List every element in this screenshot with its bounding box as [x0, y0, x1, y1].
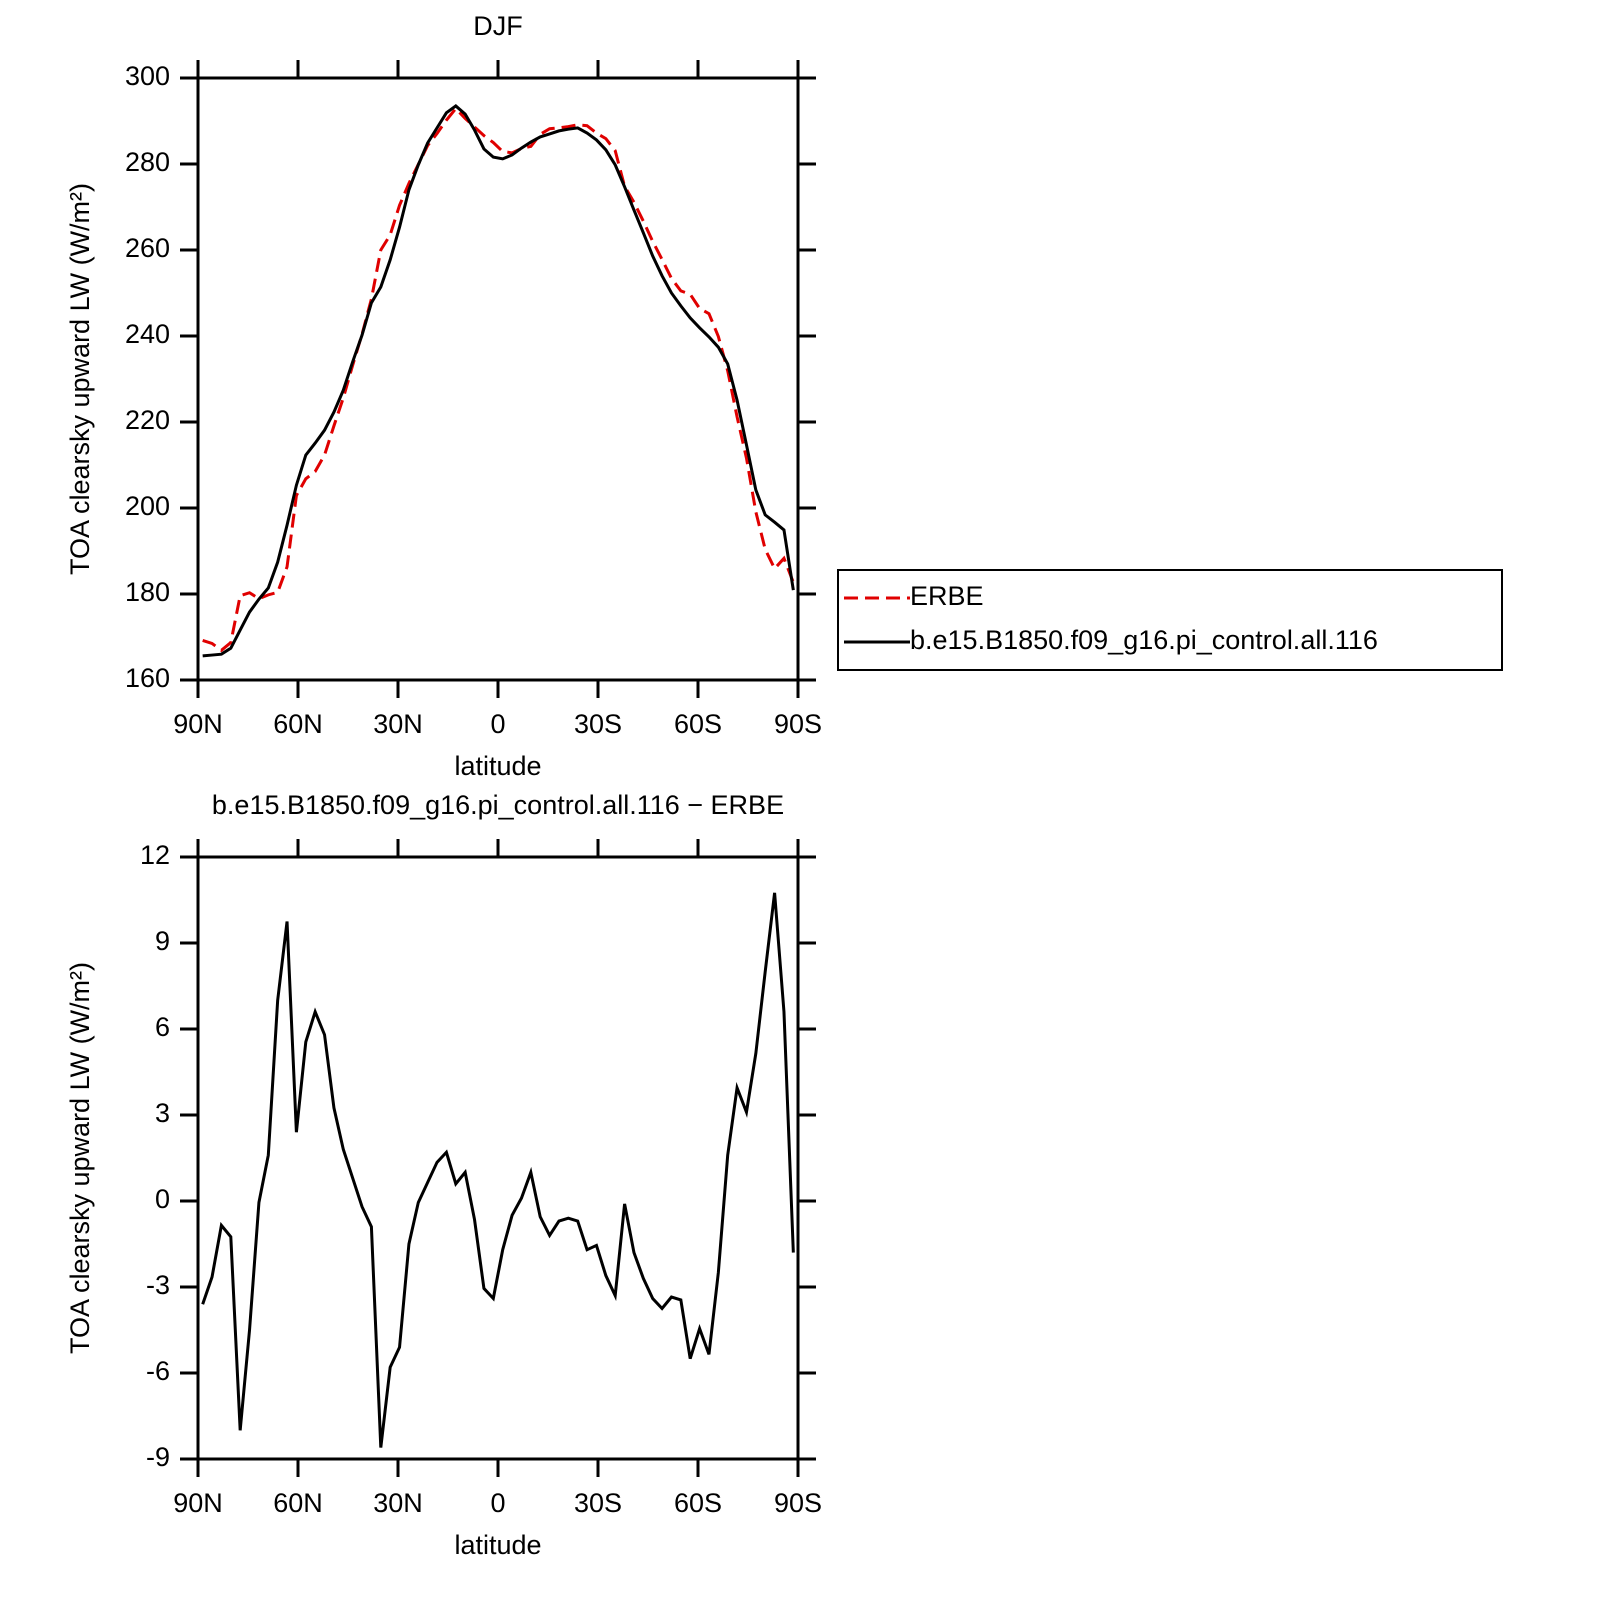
x-tick-label: 30N	[373, 709, 423, 739]
x-tick-label: 60S	[674, 1488, 722, 1518]
y-tick-label: 12	[140, 840, 170, 870]
y-axis-label: TOA clearsky upward LW (W/m²)	[65, 962, 95, 1354]
legend-label: b.e15.B1850.f09_g16.pi_control.all.116	[910, 625, 1378, 655]
y-tick-label: 160	[125, 663, 170, 693]
y-tick-label: 200	[125, 491, 170, 521]
legend-label: ERBE	[910, 581, 984, 611]
series-line	[202, 106, 795, 653]
y-tick-label: 220	[125, 405, 170, 435]
x-tick-label: 90N	[173, 709, 223, 739]
x-axis-label: latitude	[454, 751, 541, 781]
plot-frame	[196, 76, 800, 682]
y-tick-label: -9	[146, 1442, 170, 1472]
y-tick-label: 240	[125, 319, 170, 349]
x-tick-label: 60S	[674, 709, 722, 739]
chart-title: DJF	[473, 11, 523, 41]
y-axis-label: TOA clearsky upward LW (W/m²)	[65, 183, 95, 575]
y-tick-label: -3	[146, 1270, 170, 1300]
y-tick-label: 300	[125, 61, 170, 91]
x-tick-label: 0	[490, 1488, 505, 1518]
x-tick-label: 30N	[373, 1488, 423, 1518]
series-line	[201, 892, 795, 1448]
y-tick-label: 6	[155, 1012, 170, 1042]
x-axis-label: latitude	[454, 1530, 541, 1560]
x-tick-label: 30S	[574, 709, 622, 739]
x-tick-label: 60N	[273, 709, 323, 739]
x-tick-label: 60N	[273, 1488, 323, 1518]
legend: ERBE b.e15.B1850.f09_g16.pi_control.all.1…	[837, 569, 1503, 671]
y-tick-label: 280	[125, 147, 170, 177]
series-line	[202, 104, 795, 658]
y-tick-label: 0	[155, 1184, 170, 1214]
plot-frame	[196, 855, 800, 1461]
y-tick-label: -6	[146, 1356, 170, 1386]
x-tick-label: 90S	[774, 709, 822, 739]
y-tick-label: 180	[125, 577, 170, 607]
y-tick-label: 3	[155, 1098, 170, 1128]
y-tick-label: 9	[155, 926, 170, 956]
x-tick-label: 90N	[173, 1488, 223, 1518]
chart-title: b.e15.B1850.f09_g16.pi_control.all.116 −…	[212, 790, 784, 820]
x-tick-label: 0	[490, 709, 505, 739]
legend-box	[837, 569, 1503, 671]
x-tick-label: 90S	[774, 1488, 822, 1518]
x-tick-label: 30S	[574, 1488, 622, 1518]
y-tick-label: 260	[125, 233, 170, 263]
